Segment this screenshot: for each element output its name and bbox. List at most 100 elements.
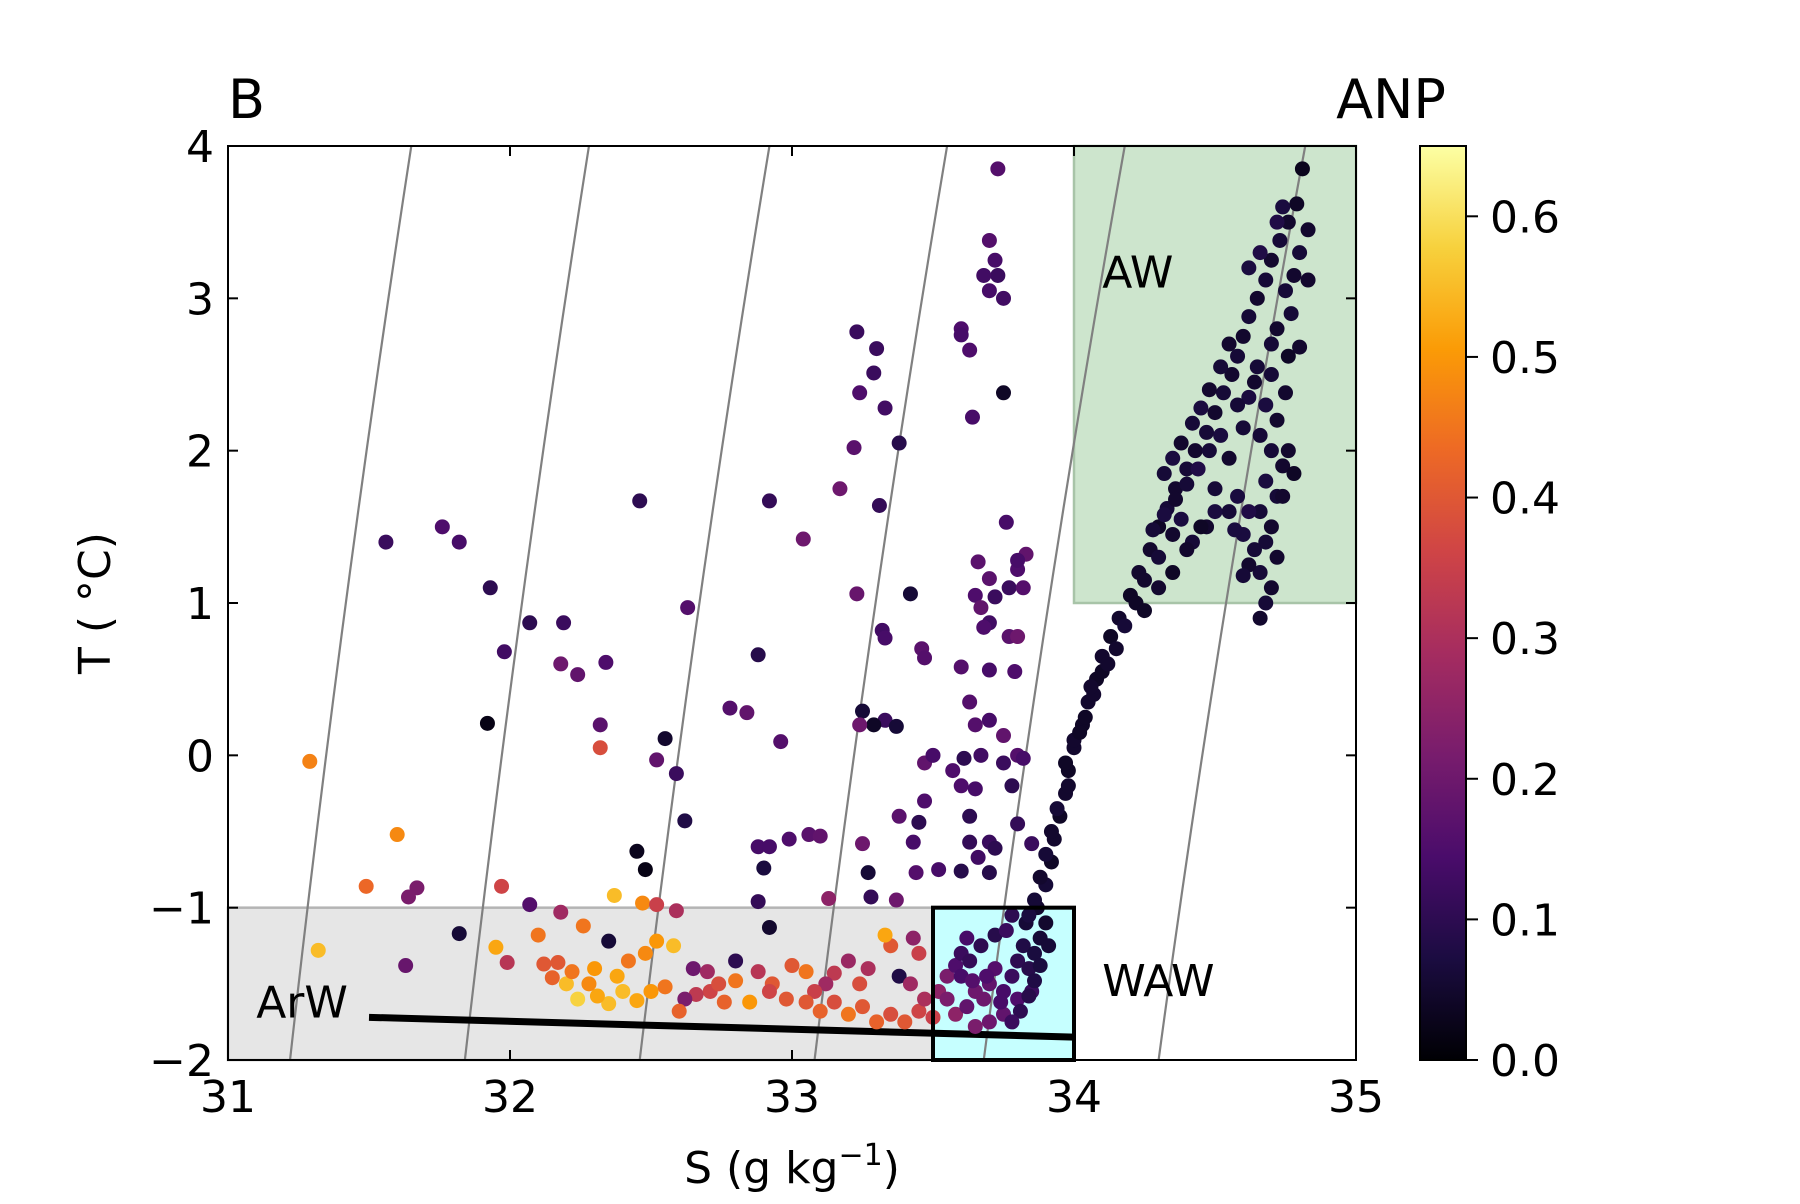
- scatter-point: [877, 927, 893, 943]
- scatter-point: [1300, 272, 1316, 288]
- scatter-point: [877, 712, 893, 728]
- scatter-point: [1137, 572, 1152, 588]
- scatter-point: [1015, 938, 1031, 954]
- scatter-point: [742, 994, 758, 1010]
- scatter-point: [649, 897, 665, 913]
- scatter-point: [812, 1003, 828, 1019]
- scatter-point: [945, 763, 961, 779]
- scatter-point: [564, 964, 580, 980]
- scatter-point: [784, 958, 800, 974]
- scatter-point: [761, 839, 777, 855]
- scatter-point: [979, 968, 995, 984]
- scatter-point: [688, 986, 704, 1002]
- scatter-point: [570, 991, 586, 1007]
- scatter-point: [358, 878, 374, 894]
- scatter-point: [1269, 412, 1285, 428]
- scatter-point: [1190, 461, 1206, 477]
- x-tick-label: 35: [1328, 1072, 1384, 1123]
- scatter-point: [598, 654, 614, 670]
- scatter-point: [1168, 491, 1184, 507]
- scatter-point: [1004, 1014, 1020, 1030]
- scatter-point: [852, 976, 868, 992]
- colorbar-tick-label: 0.0: [1490, 1036, 1560, 1087]
- scatter-point: [1145, 522, 1161, 538]
- scatter-point: [962, 953, 978, 969]
- scatter-point: [677, 813, 693, 829]
- scatter-point: [739, 705, 755, 721]
- scatter-point: [1193, 519, 1209, 535]
- scatter-point: [855, 703, 870, 719]
- scatter-point: [1241, 389, 1257, 405]
- y-tick-label: 1: [186, 579, 214, 630]
- scatter-point: [996, 290, 1011, 306]
- scatter-point: [953, 968, 969, 984]
- scatter-point: [821, 891, 837, 907]
- scatter-point: [632, 493, 648, 509]
- isopycnal-line: [463, 146, 591, 1060]
- scatter-point: [1173, 435, 1189, 451]
- scatter-point: [1280, 214, 1296, 230]
- scatter-point: [888, 718, 904, 734]
- scatter-point: [1249, 359, 1265, 375]
- scatter-point: [973, 747, 989, 763]
- region-aw: [1072, 144, 1358, 605]
- scatter-point: [1010, 991, 1026, 1007]
- scatter-point: [310, 942, 326, 958]
- scatter-point: [699, 964, 715, 980]
- scatter-point: [1221, 450, 1237, 466]
- scatter-point: [451, 926, 467, 942]
- scatter-point: [722, 700, 738, 716]
- scatter-point: [1165, 450, 1181, 466]
- x-tick-label: 33: [764, 1072, 820, 1123]
- scatter-point: [1151, 549, 1167, 565]
- scatter-point: [1010, 552, 1026, 568]
- scatter-point: [1027, 892, 1043, 908]
- y-axis-label: T ( °C): [70, 532, 121, 675]
- scatter-point: [990, 161, 1006, 177]
- scatter-point: [434, 519, 450, 535]
- scatter-point: [883, 1006, 899, 1022]
- scatter-point: [981, 1014, 997, 1030]
- scatter-point: [637, 862, 653, 878]
- isopycnal-line: [1157, 146, 1307, 1060]
- scatter-point: [711, 976, 727, 992]
- scatter-point: [1187, 443, 1203, 459]
- scatter-point: [973, 938, 989, 954]
- scatter-point: [981, 232, 997, 248]
- scatter-point: [592, 717, 608, 733]
- scatter-point: [1263, 443, 1279, 459]
- scatter-point: [649, 933, 665, 949]
- scatter-point: [1258, 473, 1274, 489]
- scatter-point: [863, 889, 879, 905]
- scatter-point: [1275, 458, 1291, 474]
- scatter-point: [993, 994, 1009, 1010]
- scatter-point: [987, 589, 1003, 605]
- scatter-point: [1258, 534, 1274, 550]
- region-arw: [226, 906, 935, 1062]
- scatter-point: [981, 662, 997, 678]
- scatter-point: [1230, 348, 1246, 364]
- scatter-point: [964, 409, 980, 425]
- scatter-point: [1215, 385, 1231, 401]
- scatter-point: [671, 1003, 687, 1019]
- scatter-point: [1058, 755, 1074, 771]
- x-axis-label-main: S (g kg: [684, 1143, 838, 1194]
- scatter-point: [680, 600, 696, 616]
- scatter-point: [902, 586, 918, 602]
- scatter-point: [855, 836, 870, 852]
- freezing-line: [368, 1013, 1075, 1041]
- scatter-point: [840, 953, 856, 969]
- scatter-point: [959, 999, 975, 1015]
- scatter-point: [1269, 214, 1285, 230]
- scatter-point: [609, 968, 625, 984]
- scatter-point: [1252, 610, 1268, 626]
- scatter-point: [1263, 367, 1279, 382]
- scatter-point: [587, 961, 603, 977]
- scatter-point: [911, 945, 927, 961]
- scatter-point: [668, 766, 684, 782]
- scatter-point: [1235, 328, 1251, 344]
- x-axis-label-end: ): [883, 1143, 900, 1194]
- scatter-point: [570, 667, 586, 683]
- scatter-point: [558, 976, 574, 992]
- scatter-point: [1283, 306, 1299, 322]
